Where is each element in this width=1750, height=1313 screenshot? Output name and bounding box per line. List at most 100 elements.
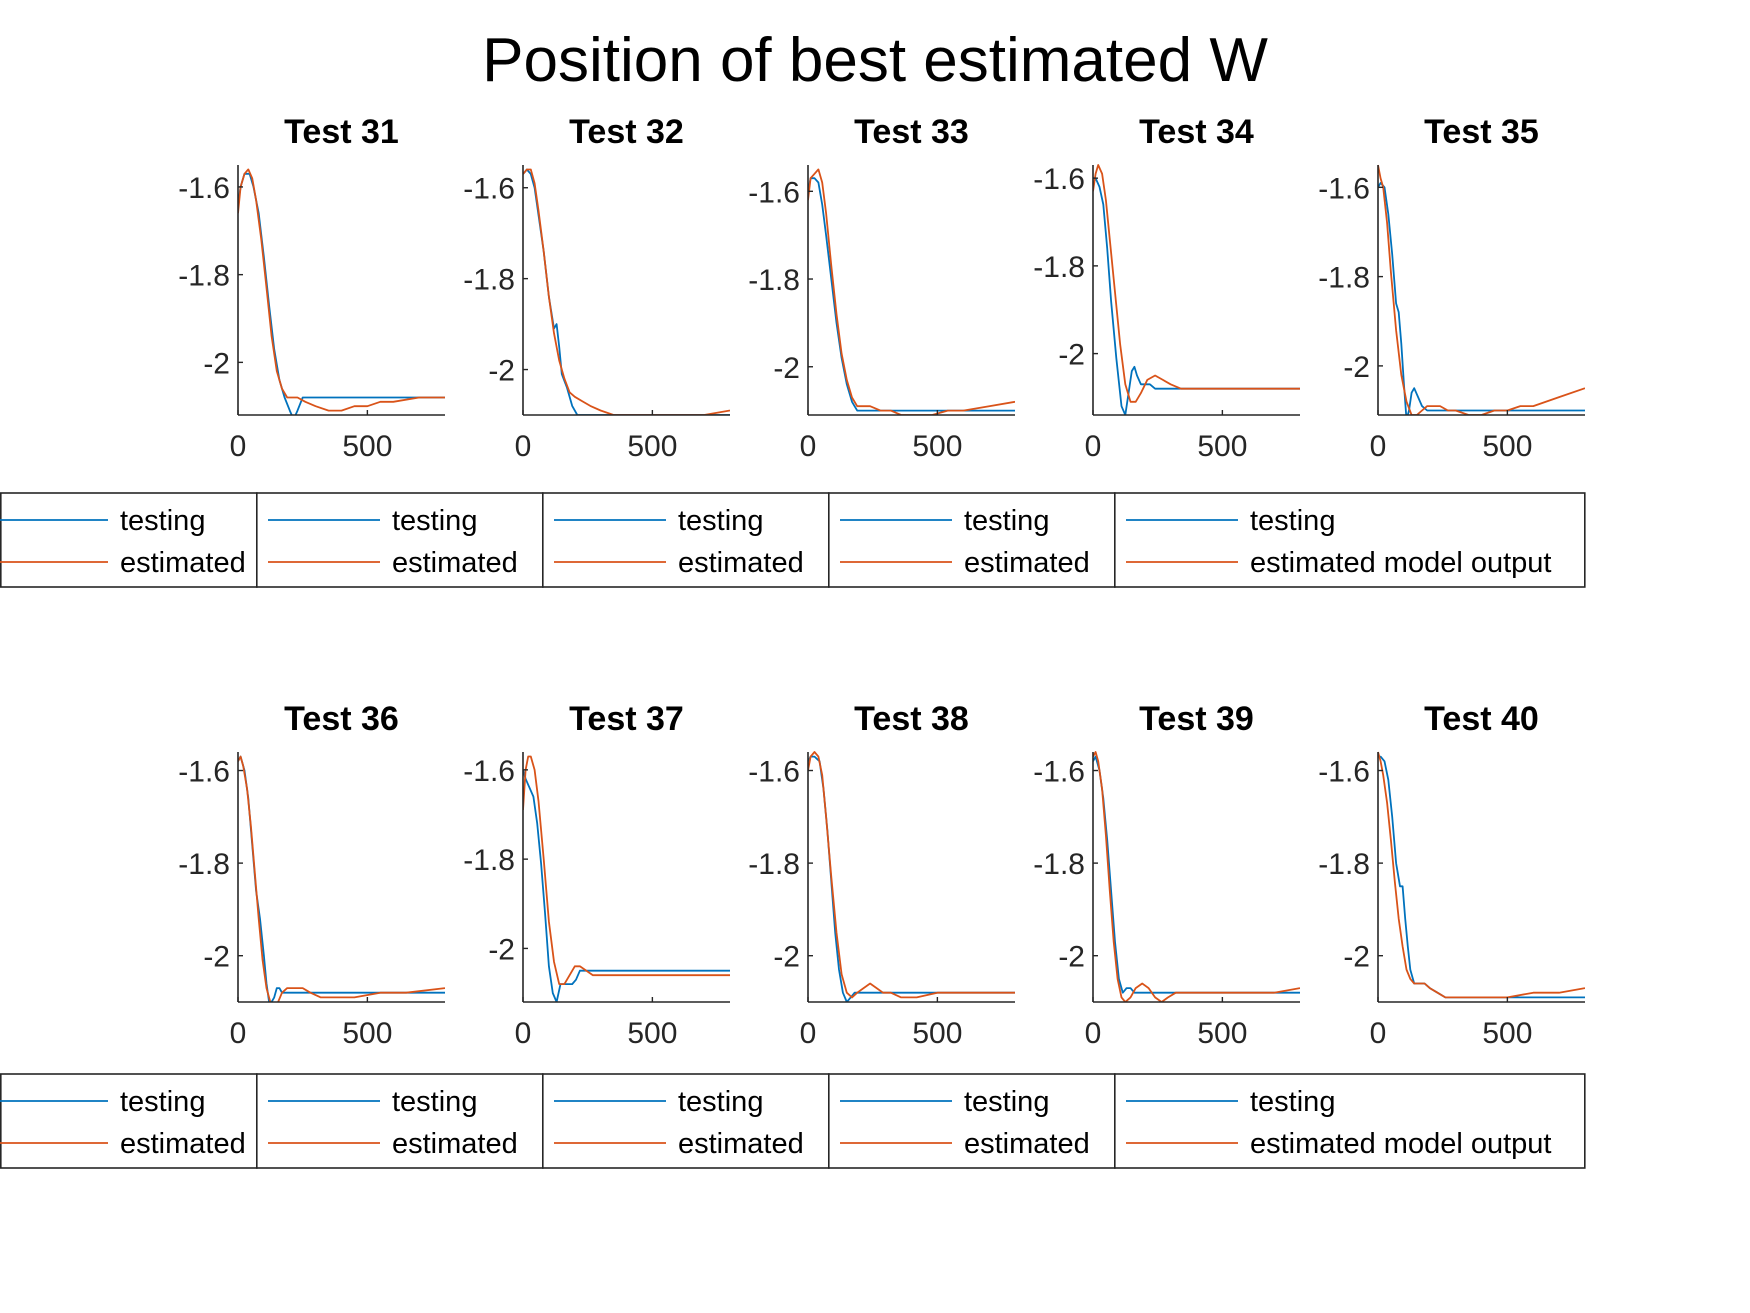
x-tick-label: 0: [1370, 430, 1387, 463]
series-line-estimated: [523, 755, 730, 985]
x-tick-label: 0: [230, 1017, 247, 1050]
y-tick-label: -2: [203, 347, 230, 380]
legend-box: [827, 492, 1116, 588]
legend-box: [255, 1073, 544, 1169]
series-line-estimated: [1093, 751, 1300, 1002]
legend-box: [255, 492, 544, 588]
legend-label-testing: testing: [120, 1086, 205, 1118]
subplot-title: Test 38: [854, 700, 969, 738]
x-tick-label: 500: [912, 430, 962, 463]
series-line-testing: [238, 755, 445, 1002]
series-line-estimated: [238, 168, 445, 412]
series-line-testing: [808, 755, 1015, 1002]
y-tick-label: -1.6: [463, 755, 515, 788]
legend-label-testing: testing: [120, 505, 205, 537]
y-tick-label: -2: [1058, 941, 1085, 974]
legend-label-estimated: estimated model output: [1250, 547, 1551, 579]
y-tick-label: -1.8: [463, 264, 515, 297]
y-tick-label: -1.8: [1318, 848, 1370, 881]
legend-box: [827, 1073, 1116, 1169]
y-tick-label: -1.6: [1318, 172, 1370, 205]
x-tick-label: 500: [1482, 430, 1532, 463]
legend-label-estimated: estimated: [392, 547, 518, 579]
y-tick-label: -1.8: [1033, 848, 1085, 881]
series-line-testing: [1378, 181, 1585, 415]
legend-box: [1114, 1073, 1586, 1169]
x-tick-label: 0: [1085, 430, 1102, 463]
series-line-testing: [523, 168, 730, 415]
x-tick-label: 0: [515, 430, 532, 463]
x-tick-label: 500: [342, 430, 392, 463]
x-tick-label: 0: [800, 1017, 817, 1050]
y-tick-label: -2: [203, 941, 230, 974]
legend-label-testing: testing: [1250, 1086, 1335, 1118]
x-tick-label: 0: [800, 430, 817, 463]
y-tick-label: -1.6: [1033, 756, 1085, 789]
y-tick-label: -1.8: [748, 848, 800, 881]
subplot-title: Test 39: [1139, 700, 1254, 738]
subplot-title: Test 31: [284, 113, 399, 151]
y-tick-label: -1.6: [178, 172, 230, 205]
subplot-title: Test 37: [569, 700, 684, 738]
subplot-title: Test 33: [854, 113, 969, 151]
legend-label-testing: testing: [964, 1086, 1049, 1118]
figure-title: Position of best estimated W: [482, 26, 1268, 95]
y-tick-label: -1.6: [463, 173, 515, 206]
y-tick-label: -1.6: [1318, 756, 1370, 789]
y-tick-label: -1.6: [748, 756, 800, 789]
series-line-testing: [1093, 177, 1300, 415]
y-tick-label: -2: [1343, 941, 1370, 974]
legend-label-testing: testing: [964, 505, 1049, 537]
y-tick-label: -2: [773, 352, 800, 385]
legend-label-estimated: estimated: [678, 547, 804, 579]
x-tick-label: 500: [1197, 1017, 1247, 1050]
legend-label-estimated: estimated: [964, 1128, 1090, 1160]
y-tick-label: -1.8: [463, 844, 515, 877]
y-tick-label: -1.6: [748, 176, 800, 209]
legend-label-estimated: estimated model output: [1250, 1128, 1551, 1160]
x-tick-label: 0: [230, 430, 247, 463]
y-tick-label: -2: [773, 941, 800, 974]
legend-label-testing: testing: [392, 1086, 477, 1118]
legend-label-testing: testing: [678, 505, 763, 537]
y-tick-label: -1.6: [1033, 163, 1085, 196]
series-line-estimated: [238, 755, 445, 1002]
series-line-testing: [808, 177, 1015, 412]
series-line-testing: [238, 172, 445, 415]
series-line-estimated: [808, 168, 1015, 415]
series-line-estimated: [1093, 164, 1300, 403]
legend-label-testing: testing: [678, 1086, 763, 1118]
x-tick-label: 500: [912, 1017, 962, 1050]
x-tick-label: 500: [627, 1017, 677, 1050]
series-line-estimated: [1378, 751, 1585, 999]
series-line-testing: [523, 769, 730, 1002]
y-tick-label: -1.8: [178, 260, 230, 293]
x-tick-label: 0: [1370, 1017, 1387, 1050]
y-tick-label: -2: [488, 933, 515, 966]
legend-label-estimated: estimated: [120, 1128, 246, 1160]
y-tick-label: -1.6: [178, 756, 230, 789]
legend-label-estimated: estimated: [392, 1128, 518, 1160]
series-line-estimated: [1378, 164, 1585, 415]
legend-label-estimated: estimated: [964, 547, 1090, 579]
subplot-title: Test 36: [284, 700, 399, 738]
series-line-estimated: [808, 751, 1015, 999]
x-tick-label: 500: [1197, 430, 1247, 463]
legend-label-estimated: estimated: [120, 547, 246, 579]
legend-box: [541, 1073, 830, 1169]
series-line-estimated: [523, 168, 730, 415]
y-tick-label: -2: [1343, 351, 1370, 384]
subplot-title: Test 40: [1424, 700, 1539, 738]
series-line-testing: [1378, 755, 1585, 999]
x-tick-label: 0: [515, 1017, 532, 1050]
legend-label-estimated: estimated: [678, 1128, 804, 1160]
subplot-title: Test 34: [1139, 113, 1254, 151]
legend-box: [1114, 492, 1586, 588]
legend-label-testing: testing: [1250, 505, 1335, 537]
y-tick-label: -1.8: [1033, 251, 1085, 284]
y-tick-label: -1.8: [178, 848, 230, 881]
y-tick-label: -2: [1058, 339, 1085, 372]
x-tick-label: 500: [627, 430, 677, 463]
